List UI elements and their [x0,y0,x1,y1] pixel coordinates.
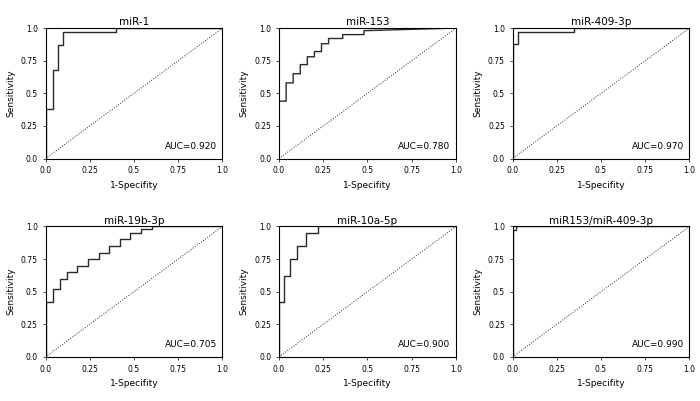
Y-axis label: Sensitivity: Sensitivity [6,268,15,316]
Y-axis label: Sensitivity: Sensitivity [240,268,248,316]
X-axis label: 1-Specifity: 1-Specifity [110,181,158,190]
Title: miR153/miR-409-3p: miR153/miR-409-3p [549,216,653,226]
X-axis label: 1-Specifity: 1-Specifity [577,181,625,190]
Title: miR-409-3p: miR-409-3p [571,17,631,27]
X-axis label: 1-Specifity: 1-Specifity [110,379,158,388]
X-axis label: 1-Specifity: 1-Specifity [343,181,392,190]
Title: miR-10a-5p: miR-10a-5p [337,216,398,226]
X-axis label: 1-Specifity: 1-Specifity [343,379,392,388]
Y-axis label: Sensitivity: Sensitivity [473,69,482,117]
Text: AUC=0.970: AUC=0.970 [632,142,684,151]
Title: miR-1: miR-1 [119,17,149,27]
Text: AUC=0.900: AUC=0.900 [398,340,451,349]
Text: AUC=0.920: AUC=0.920 [165,142,217,151]
X-axis label: 1-Specifity: 1-Specifity [577,379,625,388]
Text: AUC=0.705: AUC=0.705 [165,340,217,349]
Text: AUC=0.780: AUC=0.780 [398,142,451,151]
Text: AUC=0.990: AUC=0.990 [632,340,684,349]
Title: miR-19b-3p: miR-19b-3p [104,216,164,226]
Y-axis label: Sensitivity: Sensitivity [6,69,15,117]
Title: miR-153: miR-153 [346,17,389,27]
Y-axis label: Sensitivity: Sensitivity [240,69,248,117]
Y-axis label: Sensitivity: Sensitivity [473,268,482,316]
